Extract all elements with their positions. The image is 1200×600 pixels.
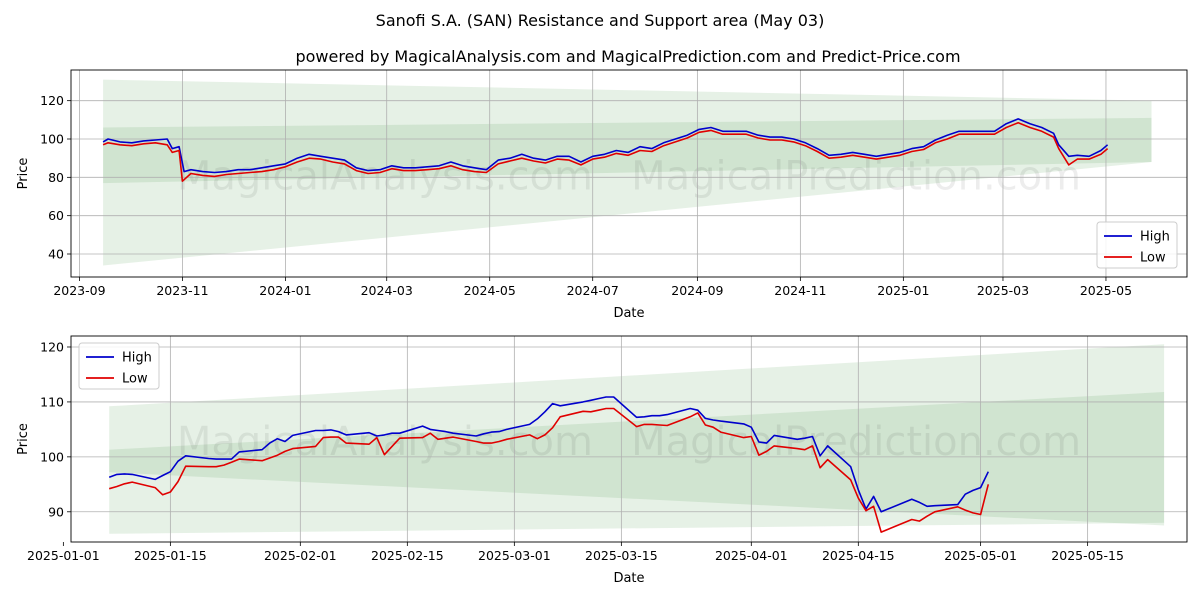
- x-tick-label: 2025-03-15: [585, 548, 658, 563]
- x-axis-label: Date: [613, 571, 644, 586]
- x-tick-label: 2024-03: [361, 283, 413, 298]
- x-tick-label: 2024-11: [774, 283, 826, 298]
- series-line-low: [102, 121, 1109, 182]
- legend-label-low: Low: [1140, 251, 1166, 266]
- watermark-text: MagicalAnalysis.com MagicalPrediction.co…: [177, 419, 1081, 465]
- x-tick-label: 2025-04-15: [822, 548, 895, 563]
- plot-area: MagicalAnalysis.com MagicalPrediction.co…: [71, 336, 1187, 542]
- legend: High Low: [1096, 221, 1178, 269]
- y-tick-label: 90: [48, 504, 64, 519]
- y-tick-label: 120: [40, 339, 64, 354]
- x-tick-label: 2023-11: [156, 283, 208, 298]
- y-tick-label: 60: [48, 208, 64, 223]
- x-tick-label: 2025-04-01: [715, 548, 788, 563]
- x-tick-label: 2024-07: [567, 283, 619, 298]
- series-line-low: [108, 407, 990, 533]
- y-tick-label: 120: [40, 93, 64, 108]
- x-tick-label: 2023-09: [53, 283, 105, 298]
- x-tick-label: 2025-01-01: [27, 548, 100, 563]
- x-tick-label: 2025-01-15: [134, 548, 207, 563]
- support-resistance-band-1: [109, 344, 1165, 526]
- y-tick-label: 110: [40, 394, 64, 409]
- x-tick-label: 2025-01: [877, 283, 929, 298]
- plot-frame: [70, 69, 1188, 278]
- legend: High Low: [78, 342, 160, 390]
- x-tick-label: 2025-05: [1080, 283, 1132, 298]
- x-tick-label: 2025-03: [977, 283, 1029, 298]
- series-line-high: [108, 396, 990, 513]
- legend-label-high: High: [1140, 230, 1170, 245]
- x-tick-label: 2025-03-01: [478, 548, 551, 563]
- support-resistance-band-2: [109, 392, 1165, 534]
- y-axis-label: Price: [16, 423, 31, 455]
- x-tick-label: 2025-05-15: [1051, 548, 1124, 563]
- plot-area: MagicalAnalysis.com MagicalPrediction.co…: [71, 70, 1187, 277]
- y-tick-label: 100: [40, 449, 64, 464]
- y-tick-label: 100: [40, 132, 64, 147]
- legend-label-high: High: [122, 351, 152, 366]
- x-axis-label: Date: [613, 306, 644, 321]
- series-line-high: [102, 118, 1109, 174]
- x-tick-label: 2024-01: [259, 283, 311, 298]
- x-tick-label: 2025-02-01: [264, 548, 337, 563]
- watermark-text: MagicalAnalysis.com MagicalPrediction.co…: [177, 154, 1081, 200]
- chart-title: Sanofi S.A. (SAN) Resistance and Support…: [376, 11, 825, 30]
- x-tick-label: 2025-02-15: [371, 548, 444, 563]
- legend-label-low: Low: [122, 372, 148, 387]
- y-axis-label: Price: [16, 158, 31, 190]
- plot-frame: [70, 335, 1188, 543]
- chart-subtitle: powered by MagicalAnalysis.com and Magic…: [295, 47, 960, 66]
- support-resistance-band-2: [103, 117, 1152, 184]
- y-tick-label: 80: [48, 170, 64, 185]
- chart-panel-1: MagicalAnalysis.com MagicalPrediction.co…: [16, 69, 1188, 321]
- x-tick-label: 2024-05: [464, 283, 516, 298]
- chart-panel-2: MagicalAnalysis.com MagicalPrediction.co…: [16, 335, 1188, 586]
- x-tick-label: 2024-09: [671, 283, 723, 298]
- x-tick-label: 2025-05-01: [944, 548, 1017, 563]
- y-tick-label: 40: [48, 247, 64, 262]
- support-resistance-band-1: [103, 79, 1152, 266]
